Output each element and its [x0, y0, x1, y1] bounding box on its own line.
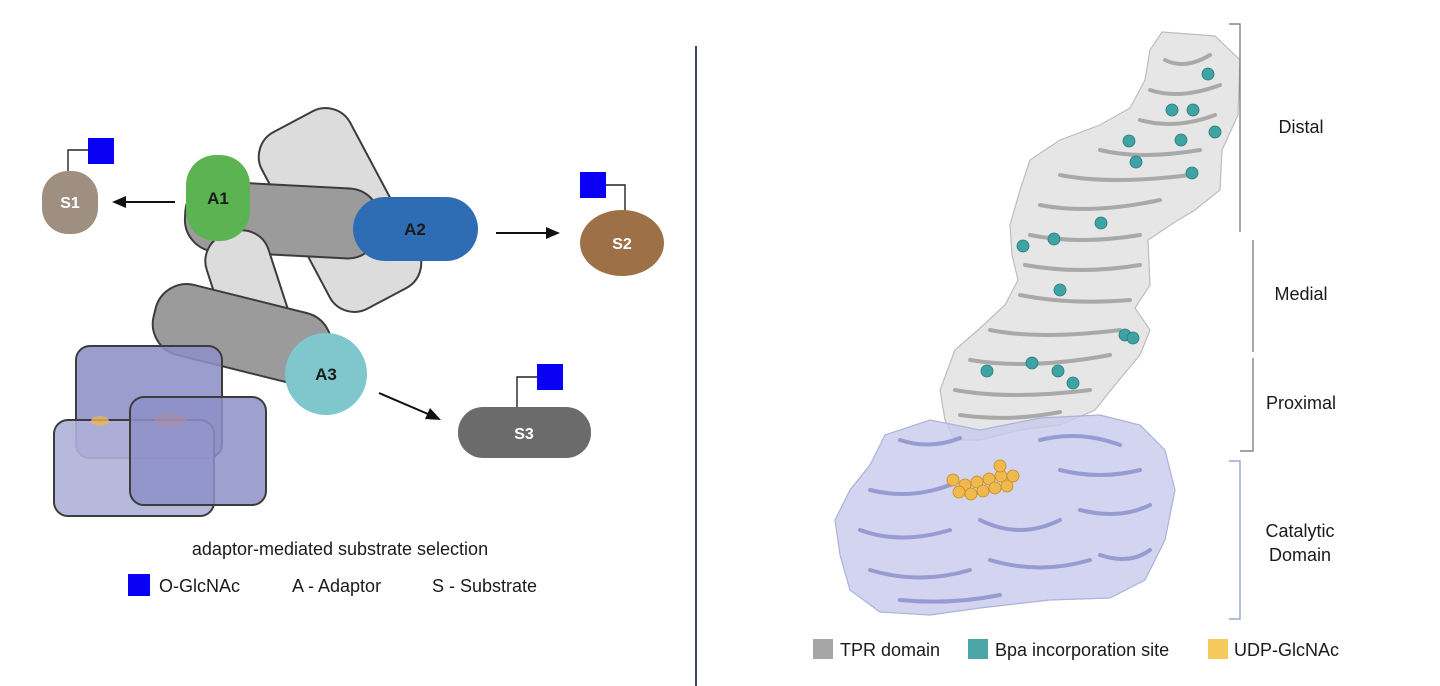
adaptor-a3: A3 — [285, 333, 367, 415]
udp-glcnac-spheres — [946, 459, 1020, 501]
ogt-structure-panel: Distal Medial Proximal Catalytic Domain … — [813, 23, 1339, 660]
catalytic-surface — [834, 414, 1176, 616]
tpr-legend-swatch — [813, 639, 833, 659]
catalytic-domain-cartoon — [53, 345, 267, 517]
adaptor-a2: A2 — [353, 197, 478, 261]
o-glcnac-s2-marker — [580, 172, 606, 198]
o-glcnac-s3-marker — [537, 364, 563, 390]
substrate-s2-label: S2 — [612, 236, 632, 253]
legend-bpa-site: Bpa incorporation site — [995, 640, 1169, 660]
region-label-catalytic-line2: Domain — [1269, 545, 1331, 565]
substrate-s1: S1 — [42, 138, 114, 234]
udp-glcnac-blob — [91, 416, 109, 426]
tpr-helices — [953, 53, 1222, 420]
adaptor-model-panel: A1 A2 A3 S1 S2 — [42, 107, 664, 596]
adaptor-a1: A1 — [186, 155, 250, 241]
left-panel-caption: adaptor-mediated substrate selection — [192, 539, 488, 559]
region-label-proximal: Proximal — [1266, 393, 1336, 413]
legend-o-glcnac: O-GlcNAc — [159, 576, 240, 596]
region-label-catalytic-line1: Catalytic — [1265, 521, 1334, 541]
region-brackets — [1229, 23, 1254, 620]
selection-arrows — [112, 196, 560, 420]
bpa-legend-swatch — [968, 639, 988, 659]
adaptor-a3-label: A3 — [315, 365, 337, 384]
legend-tpr-domain: TPR domain — [840, 640, 940, 660]
tpr-superhelix-cartoon — [151, 107, 423, 385]
substrate-s2: S2 — [580, 172, 664, 276]
legend-udp-glcnac: UDP-GlcNAc — [1234, 640, 1339, 660]
legend-substrate: S - Substrate — [432, 576, 537, 596]
region-label-medial: Medial — [1274, 284, 1327, 304]
udp-legend-swatch — [1208, 639, 1228, 659]
active-site-blob — [154, 413, 186, 427]
legend-adaptor: A - Adaptor — [292, 576, 381, 596]
adaptor-a2-label: A2 — [404, 220, 426, 239]
catalytic-helices — [858, 434, 1152, 604]
adaptor-a1-label: A1 — [207, 189, 229, 208]
substrate-s3: S3 — [458, 364, 591, 458]
left-legend: O-GlcNAc A - Adaptor S - Substrate — [128, 574, 537, 596]
region-label-distal: Distal — [1278, 117, 1323, 137]
bpa-sites — [980, 67, 1222, 390]
substrate-s3-label: S3 — [514, 426, 534, 443]
right-legend: TPR domain Bpa incorporation site UDP-Gl… — [813, 639, 1339, 660]
substrate-s1-label: S1 — [60, 195, 80, 212]
o-glcnac-s1-marker — [88, 138, 114, 164]
o-glcnac-legend-swatch — [128, 574, 150, 596]
